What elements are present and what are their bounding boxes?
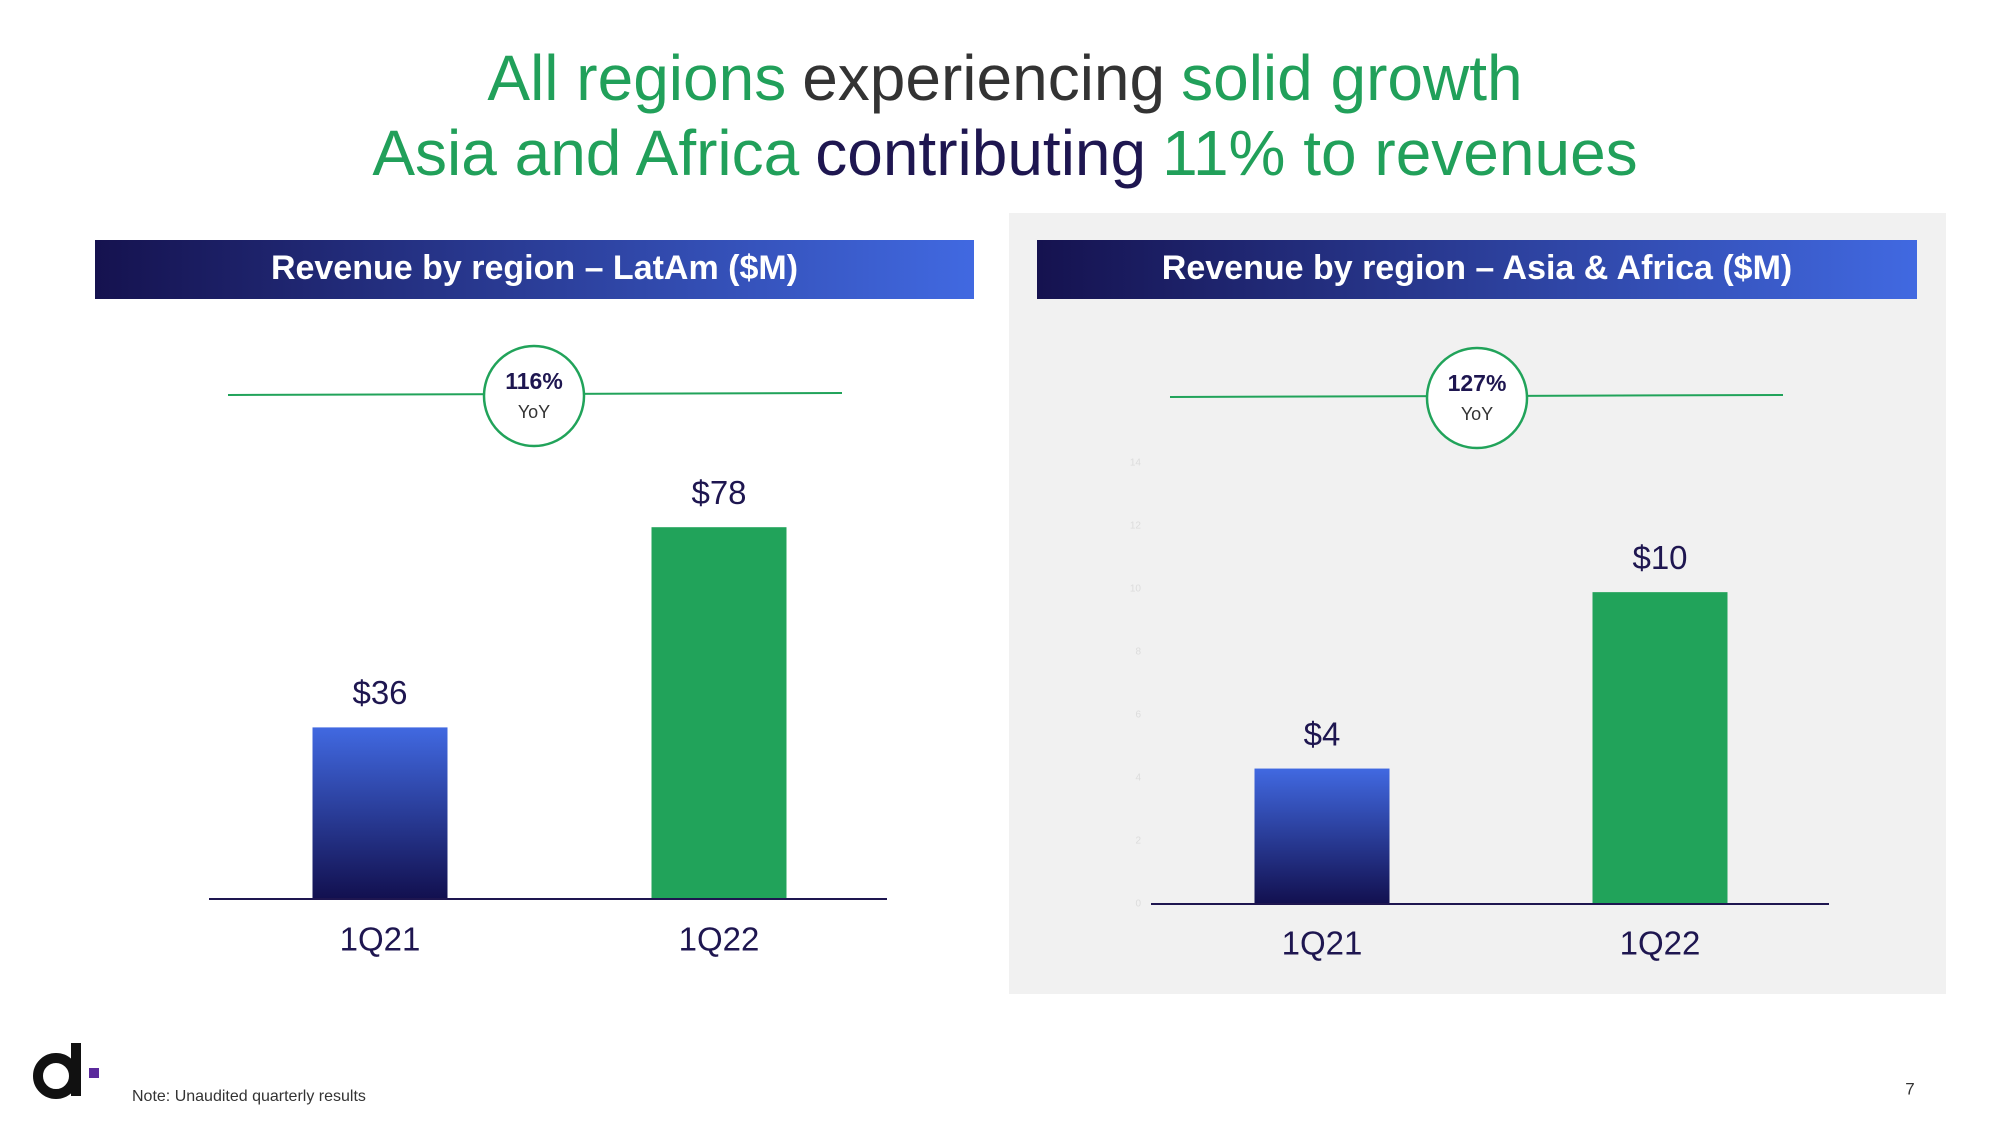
bar: [312, 727, 448, 899]
y-tick-label: 12: [1130, 521, 1142, 532]
growth-value: 127%: [1448, 370, 1507, 396]
y-tick-label: 2: [1135, 836, 1141, 847]
title-segment: experiencing: [802, 42, 1165, 114]
bar: [1254, 768, 1390, 904]
x-tick-label: 1Q21: [1282, 925, 1363, 962]
chart-title: Revenue by region – Asia & Africa ($M): [1162, 249, 1792, 287]
x-tick-label: 1Q22: [679, 921, 760, 958]
bar: [1592, 592, 1728, 904]
y-tick-label: 6: [1135, 710, 1141, 721]
growth-caption: YoY: [518, 402, 550, 422]
page-number: 7: [1905, 1079, 1914, 1098]
value-label: $10: [1632, 539, 1687, 576]
title-segment: All regions: [487, 42, 786, 114]
y-tick-label: 8: [1135, 647, 1141, 658]
title-segment: contributing: [815, 117, 1146, 189]
growth-caption: YoY: [1461, 404, 1493, 424]
title-line: Asia and Africa contributing 11% to revenu…: [372, 117, 1637, 189]
footnote: Note: Unaudited quarterly results: [132, 1088, 366, 1105]
chart-header: [1037, 240, 1917, 299]
growth-badge: [1425, 346, 1529, 450]
y-tick-label: 0: [1135, 899, 1141, 910]
title-line: All regions experiencing solid growth: [487, 42, 1522, 114]
y-tick-label: 14: [1130, 458, 1142, 469]
growth-value: 116%: [505, 368, 563, 394]
y-tick-label: 10: [1130, 584, 1142, 595]
logo: [33, 1043, 99, 1099]
y-tick-label: 4: [1135, 773, 1141, 784]
chart-header: [95, 240, 974, 299]
value-label: $4: [1304, 715, 1341, 752]
x-tick-label: 1Q21: [340, 921, 421, 958]
chart-title: Revenue by region – LatAm ($M): [271, 249, 798, 287]
panel-background: [1009, 213, 1946, 994]
title-segment: solid growth: [1181, 42, 1523, 114]
bar: [651, 527, 787, 899]
value-label: $36: [352, 674, 407, 711]
title-segment: 11% to revenues: [1162, 117, 1638, 189]
value-label: $78: [691, 474, 746, 511]
title-segment: Asia and Africa: [372, 117, 799, 189]
growth-badge: [482, 344, 586, 448]
x-tick-label: 1Q22: [1620, 925, 1701, 962]
